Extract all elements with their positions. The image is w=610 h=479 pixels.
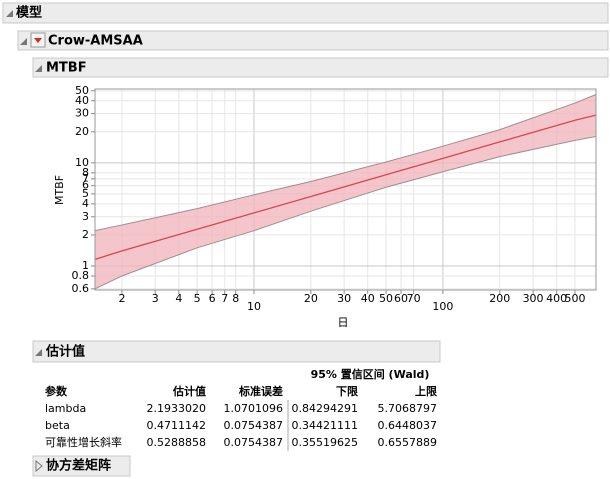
menu-arrow[interactable] bbox=[34, 38, 42, 43]
y-tick-label: 8 bbox=[82, 166, 89, 179]
table-cell: 0.84294291 bbox=[292, 402, 358, 415]
y-tick-label: 30 bbox=[75, 107, 89, 120]
y-tick-label: 10 bbox=[75, 156, 89, 169]
table-cell: 1.0701096 bbox=[224, 402, 284, 415]
table-cell: 0.6448037 bbox=[378, 419, 438, 432]
column-header: 下限 bbox=[336, 384, 358, 398]
collapse-icon[interactable] bbox=[35, 65, 42, 72]
covariance-header[interactable] bbox=[32, 455, 131, 477]
estimates-title: 估计值 bbox=[45, 344, 85, 360]
collapse-icon[interactable] bbox=[35, 349, 42, 356]
table-cell: 0.6557889 bbox=[378, 436, 438, 449]
table-cell: 0.0754387 bbox=[224, 419, 284, 432]
plot-frame bbox=[94, 88, 597, 291]
y-tick-label: 0.6 bbox=[72, 282, 90, 295]
table-cell: 2.1933020 bbox=[147, 402, 207, 415]
column-header: 估计值 bbox=[172, 384, 206, 398]
collapse-icon[interactable] bbox=[20, 38, 27, 45]
y-tick-label: 40 bbox=[75, 94, 89, 107]
y-tick-label: 0.8 bbox=[72, 269, 90, 282]
x-tick-label: 4 bbox=[175, 292, 182, 305]
y-tick-label: 1 bbox=[82, 259, 89, 272]
x-tick-label: 400 bbox=[546, 292, 567, 305]
estimates-table: 参数 估计值 标准误差 下限 上限 lambda 2.1933020 1.0701096 0.8… bbox=[45, 384, 437, 449]
y-tick-label: 5 bbox=[82, 187, 89, 200]
table-cell: 0.34421111 bbox=[292, 419, 358, 432]
x-tick-label: 50 bbox=[379, 292, 393, 305]
table-cell: 可靠性增长斜率 bbox=[45, 435, 122, 449]
y-tick-label: 4 bbox=[82, 197, 89, 210]
x-tick-label: 60 bbox=[394, 292, 408, 305]
x-tick-label: 300 bbox=[523, 292, 544, 305]
x-tick-label: 100 bbox=[432, 300, 453, 313]
model-title: 模型 bbox=[16, 5, 42, 21]
x-tick-label: 30 bbox=[337, 292, 351, 305]
column-header: 上限 bbox=[415, 384, 437, 398]
mtbf-title: MTBF bbox=[46, 61, 87, 76]
x-axis-label: 日 bbox=[338, 316, 349, 329]
table-cell: lambda bbox=[45, 402, 86, 415]
table-cell: 5.7068797 bbox=[378, 402, 438, 415]
column-header: 标准误差 bbox=[238, 384, 283, 398]
collapse-icon[interactable] bbox=[6, 10, 13, 17]
x-tick-label: 8 bbox=[232, 292, 239, 305]
mtbf-header[interactable] bbox=[32, 57, 609, 78]
covariance-title: 协方差矩阵 bbox=[46, 458, 111, 474]
table-cell: 0.35519625 bbox=[292, 436, 358, 449]
crow-title: Crow-AMSAA bbox=[48, 34, 143, 49]
x-tick-label: 10 bbox=[247, 300, 261, 313]
column-header: 参数 bbox=[45, 384, 68, 398]
table-cell: 0.0754387 bbox=[224, 436, 284, 449]
x-tick-label: 20 bbox=[304, 292, 318, 305]
x-tick-label: 200 bbox=[489, 292, 510, 305]
y-axis-label: MTBF bbox=[53, 175, 66, 205]
fit-line bbox=[94, 114, 597, 260]
table-cell: beta bbox=[45, 419, 70, 432]
table-cell: 0.5288858 bbox=[147, 436, 207, 449]
y-tick-label: 20 bbox=[75, 125, 89, 138]
y-tick-label: 50 bbox=[75, 84, 89, 97]
y-tick-label: 7 bbox=[82, 172, 89, 185]
y-tick-label: 6 bbox=[82, 179, 89, 192]
model-header[interactable] bbox=[2, 2, 609, 24]
x-tick-label: 70 bbox=[407, 292, 421, 305]
table-cell: 0.4711142 bbox=[147, 419, 207, 432]
x-tick-label: 7 bbox=[221, 292, 228, 305]
y-tick-label: 3 bbox=[82, 210, 89, 223]
y-tick-label: 2 bbox=[82, 228, 89, 241]
x-tick-label: 6 bbox=[209, 292, 216, 305]
expand-icon[interactable] bbox=[35, 459, 43, 473]
x-tick-label: 500 bbox=[564, 292, 585, 305]
x-tick-label: 5 bbox=[194, 292, 201, 305]
x-tick-label: 2 bbox=[118, 292, 125, 305]
group-header: 95% 置信区间 (Wald) bbox=[311, 367, 430, 381]
crow-header[interactable] bbox=[17, 30, 609, 51]
x-tick-label: 40 bbox=[361, 292, 375, 305]
estimates-header[interactable] bbox=[32, 340, 441, 363]
x-tick-label: 3 bbox=[152, 292, 159, 305]
